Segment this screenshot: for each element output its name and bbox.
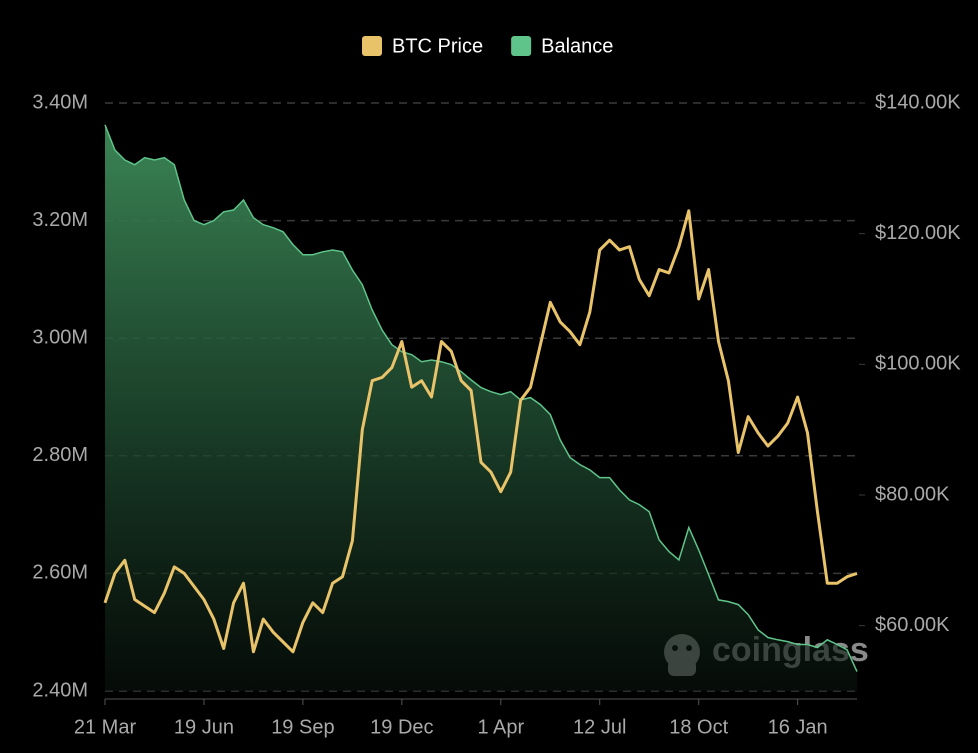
y-tick-label: 2.80M bbox=[32, 444, 88, 466]
y2-tick-label: $100.00K bbox=[875, 353, 961, 375]
y-tick-label: 3.20M bbox=[32, 209, 88, 231]
y2-tick-label: $120.00K bbox=[875, 222, 961, 244]
legend-label: Balance bbox=[541, 35, 613, 57]
x-tick-label: 19 Sep bbox=[271, 716, 334, 738]
y-tick-label: 2.40M bbox=[32, 679, 88, 701]
y2-tick-label: $60.00K bbox=[875, 614, 950, 636]
y2-tick-label: $140.00K bbox=[875, 91, 961, 113]
x-tick-label: 16 Jan bbox=[768, 716, 828, 738]
line bbox=[103, 209, 858, 654]
y-tick-label: 3.00M bbox=[32, 326, 88, 348]
y2-tick-label: $80.00K bbox=[875, 483, 950, 505]
legend: BTC Price Balance bbox=[362, 35, 613, 57]
area bbox=[105, 124, 857, 692]
x-tick-label: 12 Jul bbox=[573, 716, 626, 738]
legend-swatch bbox=[362, 36, 382, 56]
x-tick-label: 19 Dec bbox=[370, 716, 433, 738]
x-tick-label: 21 Mar bbox=[74, 716, 137, 738]
legend-swatch bbox=[511, 36, 532, 56]
x-tick-label: 1 Apr bbox=[477, 716, 524, 738]
legend-label: BTC Price bbox=[392, 35, 483, 57]
line bbox=[104, 124, 858, 672]
x-tick-label: 18 Oct bbox=[669, 716, 728, 738]
x-tick-label: 19 Jun bbox=[174, 716, 234, 738]
y-tick-label: 3.40M bbox=[32, 91, 88, 113]
y-tick-label: 2.60M bbox=[32, 562, 88, 584]
